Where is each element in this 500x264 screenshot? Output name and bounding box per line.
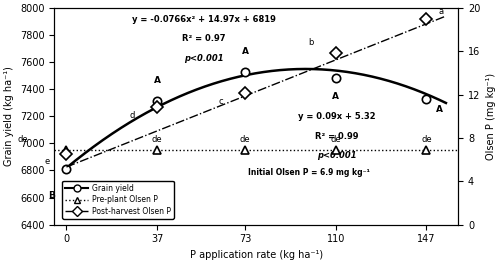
Text: c: c: [218, 97, 223, 106]
Text: B: B: [48, 191, 55, 200]
Text: y = -0.0766x² + 14.97x + 6819: y = -0.0766x² + 14.97x + 6819: [132, 15, 276, 24]
Text: b: b: [308, 38, 314, 47]
Text: e: e: [44, 157, 50, 167]
Text: a: a: [438, 7, 444, 16]
Text: d: d: [130, 111, 135, 120]
Text: R² = 0.97: R² = 0.97: [182, 34, 226, 43]
Text: de: de: [17, 135, 28, 144]
Text: A: A: [154, 76, 160, 85]
Text: A: A: [436, 105, 443, 114]
Text: A: A: [332, 92, 340, 101]
Text: y = 0.09x + 5.32: y = 0.09x + 5.32: [298, 112, 376, 121]
Text: p<0.001: p<0.001: [184, 54, 224, 63]
Text: de: de: [152, 135, 162, 144]
Legend: Grain yield, Pre-plant Olsen P, Post-harvest Olsen P: Grain yield, Pre-plant Olsen P, Post-har…: [62, 181, 174, 219]
Text: de: de: [421, 135, 432, 144]
Y-axis label: Olsen P (mg kg⁻¹): Olsen P (mg kg⁻¹): [486, 73, 496, 160]
X-axis label: P application rate (kg ha⁻¹): P application rate (kg ha⁻¹): [190, 250, 323, 260]
Text: de: de: [240, 135, 250, 144]
Text: A: A: [242, 46, 248, 55]
Text: de: de: [330, 135, 341, 144]
Text: R² = 0.99: R² = 0.99: [315, 131, 358, 140]
Y-axis label: Grain yield (kg ha⁻¹): Grain yield (kg ha⁻¹): [4, 67, 14, 166]
Text: Initial Olsen P = 6.9 mg kg⁻¹: Initial Olsen P = 6.9 mg kg⁻¹: [248, 168, 370, 177]
Text: p<0.001: p<0.001: [317, 151, 357, 160]
